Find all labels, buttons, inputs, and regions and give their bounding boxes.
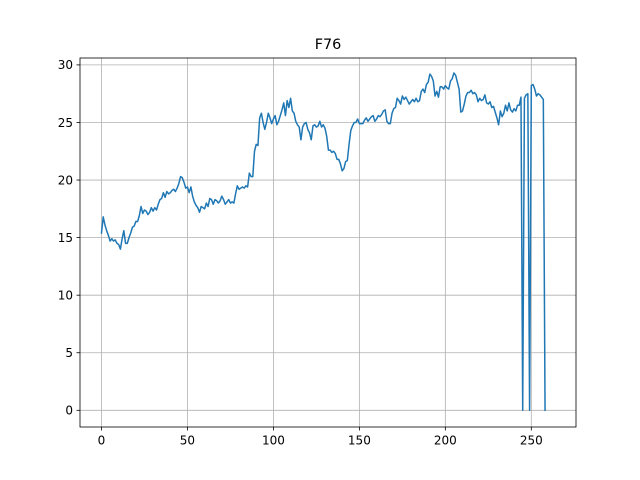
plot-frame [79,57,577,428]
x-tick-label: 150 [348,434,371,448]
y-gridlines [80,64,576,411]
x-axis: 0 50 100 150 200 250 [98,427,543,448]
x-tick-label: 0 [98,434,106,448]
x-gridlines [101,58,532,427]
x-tick-label: 50 [180,434,195,448]
x-tick-label: 200 [434,434,457,448]
y-tick-label: 15 [58,231,73,245]
x-tick-label: 250 [520,434,543,448]
chart-title: F76 [315,37,342,53]
y-tick-label: 5 [65,346,73,360]
y-tick-label: 0 [65,404,73,418]
x-tick-label: 100 [262,434,285,448]
series-line-1 [100,72,546,412]
y-tick-label: 20 [58,173,73,187]
y-axis: 0 5 10 15 20 25 30 [58,58,80,418]
y-tick-label: 30 [58,58,73,72]
y-tick-label: 10 [58,288,73,302]
series-layer [100,72,546,412]
y-tick-label: 25 [58,116,73,130]
